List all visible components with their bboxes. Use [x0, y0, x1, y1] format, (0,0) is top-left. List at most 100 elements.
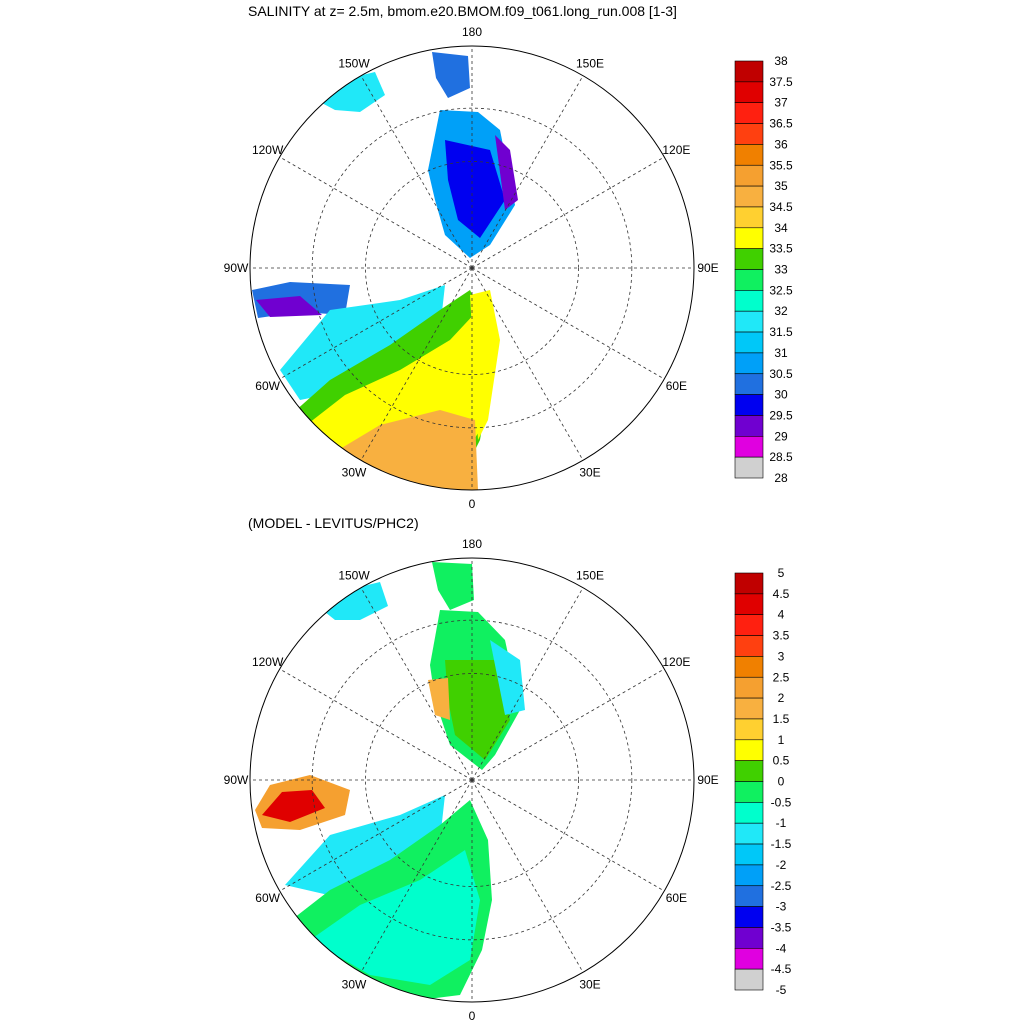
difference-colorbar-label: -1.5 — [771, 837, 792, 851]
difference-colorbar-label: -2.5 — [771, 879, 792, 893]
salinity-colorbar-label: 32.5 — [769, 283, 793, 297]
salinity-colorbar-box — [734, 248, 764, 270]
difference-northern-patch — [325, 582, 388, 620]
salinity-bering-core — [445, 140, 505, 238]
salinity-colorbar-label: 37.5 — [769, 75, 793, 89]
difference-colorbar-box — [734, 968, 764, 991]
salinity-colorbar-label: 33.5 — [769, 242, 793, 256]
difference-colorbar-box — [734, 927, 764, 949]
salinity-colorbar-label: 38 — [774, 54, 788, 68]
salinity-title: SALINITY at z= 2.5m, bmom.e20.BMOM.f09_t… — [248, 3, 677, 19]
difference-colorbar-box — [734, 718, 764, 741]
difference-colorbar-box — [734, 885, 764, 907]
difference-meridian-line — [471, 779, 665, 892]
difference-labrador-band — [285, 795, 445, 900]
difference-longitude-label: 60W — [255, 891, 280, 905]
difference-panel: (MODEL - LEVITUS/PHC2) 180 150E 120E 90E 60E… — [224, 515, 792, 1023]
salinity-colorbar-box — [734, 373, 764, 395]
salinity-colorbar-box — [734, 435, 764, 458]
difference-colorbar-label: -0.5 — [771, 795, 792, 809]
salinity-longitude-label: 180 — [462, 25, 482, 39]
difference-colorbar-box — [734, 676, 764, 699]
salinity-graticule — [250, 46, 694, 490]
difference-colorbar-box — [734, 802, 764, 824]
salinity-meridian-line — [471, 267, 665, 380]
difference-colorbar-box — [734, 739, 764, 761]
salinity-colorbar-label: 32 — [774, 304, 788, 318]
salinity-colorbar: 38 37.5 37 36.5 36 35.5 35 34.5 34 33.5 33 32.5 32 31… — [734, 54, 793, 485]
salinity-longitude-label: 150W — [338, 57, 370, 71]
salinity-longitude-label: 60W — [255, 379, 280, 393]
difference-colorbar-label: 0.5 — [773, 754, 790, 768]
difference-colorbar-box — [734, 781, 764, 803]
salinity-longitude-label: 90W — [224, 261, 249, 275]
difference-longitude-label: 30E — [579, 977, 600, 991]
salinity-meridian-line — [471, 267, 584, 461]
salinity-meridian-line — [360, 75, 473, 269]
salinity-colorbar-label: 35.5 — [769, 158, 793, 172]
difference-latitude-circle — [365, 673, 579, 887]
difference-colorbar-label: 2.5 — [773, 670, 790, 684]
difference-colorbar-label: 3 — [778, 649, 785, 663]
difference-bering-orange — [428, 678, 450, 720]
difference-longitude-label: 60E — [666, 891, 687, 905]
salinity-colorbar-box — [734, 269, 764, 291]
salinity-colorbar-label: 28.5 — [769, 450, 793, 464]
difference-bering-cyan — [490, 640, 525, 715]
difference-latitude-circle — [311, 619, 633, 941]
difference-strait-patch — [432, 562, 474, 610]
salinity-colorbar-box — [734, 290, 764, 312]
difference-colorbar-label: 0 — [778, 775, 785, 789]
salinity-colorbar-label: 36 — [774, 137, 788, 151]
salinity-colorbar-box — [734, 352, 764, 375]
salinity-panel: SALINITY at z= 2.5m, bmom.e20.BMOM.f09_t… — [224, 3, 793, 511]
difference-colorbar-box — [734, 760, 764, 782]
salinity-longitude-label: 0 — [469, 497, 476, 511]
difference-longitude-labels: 180 150E 120E 90E 60E 30E 0 30W 60W 90W 120W 150W — [224, 537, 719, 1023]
difference-longitude-label: 30W — [342, 977, 367, 991]
difference-colorbar: 5 4.5 4 3.5 3 2.5 2 1.5 1 0.5 0 -0.5 -1 -1.5 -2 -2.5 -3 -… — [734, 566, 792, 997]
difference-meridian-line — [360, 779, 473, 973]
difference-longitude-label: 90E — [697, 773, 718, 787]
salinity-norwegian-sea — [470, 290, 500, 440]
difference-colorbar-box — [734, 593, 764, 615]
difference-longitude-label: 0 — [469, 1009, 476, 1023]
difference-colorbar-label: 1 — [778, 733, 785, 747]
salinity-colorbar-box — [734, 331, 764, 354]
salinity-colorbar-box — [734, 144, 764, 166]
salinity-strait-patch — [432, 52, 470, 98]
salinity-longitude-label: 60E — [666, 379, 687, 393]
difference-colorbar-label: -3 — [776, 900, 787, 914]
difference-colorbar-box — [734, 614, 764, 636]
difference-colorbar-label: 4.5 — [773, 587, 790, 601]
difference-colorbar-box — [734, 572, 764, 595]
salinity-colorbar-box — [734, 60, 764, 83]
difference-meridian-line — [279, 668, 473, 781]
difference-meridian-line — [360, 587, 473, 781]
salinity-colorbar-box — [734, 123, 764, 145]
difference-colorbar-label: 1.5 — [773, 712, 790, 726]
salinity-colorbar-label: 31 — [774, 346, 788, 360]
salinity-labrador-band — [280, 285, 445, 400]
salinity-map — [252, 52, 518, 490]
salinity-colorbar-box — [734, 310, 764, 333]
difference-map-border — [249, 557, 695, 1003]
difference-meridian-line — [471, 587, 584, 781]
difference-title: (MODEL - LEVITUS/PHC2) — [248, 515, 419, 531]
salinity-colorbar-label: 37 — [774, 96, 788, 110]
salinity-colorbar-label: 34 — [774, 221, 788, 235]
salinity-colorbar-label: 33 — [774, 263, 788, 277]
difference-meridian-line — [471, 779, 584, 973]
difference-colorbar-label: 4 — [778, 608, 785, 622]
difference-colorbar-box — [734, 635, 764, 657]
salinity-colorbar-label: 28 — [774, 471, 788, 485]
difference-colorbar-label: 5 — [778, 566, 785, 580]
salinity-northern-patch — [320, 72, 385, 112]
difference-colorbar-label: 2 — [778, 691, 785, 705]
difference-colorbar-box — [734, 906, 764, 928]
salinity-colorbar-box — [734, 227, 764, 249]
salinity-hudson-edge — [256, 296, 322, 317]
salinity-colorbar-label: 29 — [774, 429, 788, 443]
salinity-latitude-circle — [311, 107, 633, 429]
